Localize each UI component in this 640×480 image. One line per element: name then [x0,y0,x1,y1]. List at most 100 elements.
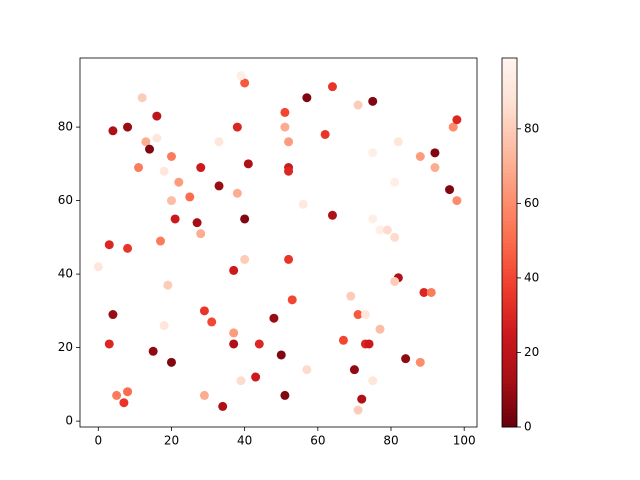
point [236,71,246,81]
colorbar-tick-label: 60 [524,196,539,210]
x-tick-label: 80 [383,434,398,448]
y-tick-label: 60 [58,193,73,207]
colorbar-segment [502,353,517,358]
point [284,166,294,176]
colorbar-segment [502,272,517,277]
colorbar-segment [502,113,517,118]
point [320,129,330,139]
point [240,214,250,224]
colorbar-segment [502,72,517,77]
point [390,276,400,286]
colorbar-segment [502,308,517,314]
point [123,243,133,253]
colorbar-segment [502,401,517,406]
colorbar-segment [502,65,517,70]
point [214,181,224,191]
point [134,163,144,173]
point [390,177,400,187]
point [229,265,239,275]
point [166,151,176,161]
point [108,126,118,136]
point [280,107,290,117]
point [196,163,206,173]
colorbar-segment [502,412,517,417]
colorbar-tick-label: 40 [524,270,539,284]
point [159,321,169,331]
point [368,376,378,386]
colorbar-tick-label: 80 [524,121,539,135]
colorbar-segment [502,257,517,262]
point [155,236,165,246]
point [112,390,122,400]
colorbar-segment [502,235,517,240]
point [251,372,261,382]
colorbar-segment [502,205,517,210]
x-tick-label: 60 [310,434,325,448]
colorbar-segment [502,201,517,207]
colorbar-segment [502,179,517,184]
point [390,232,400,242]
x-tick-label: 20 [164,434,179,448]
colorbar-segment [502,419,517,424]
point [415,151,425,161]
colorbar-segment [502,146,517,151]
point [269,313,279,323]
colorbar-segment [502,360,517,365]
point [236,376,246,386]
colorbar-segment [502,131,517,136]
colorbar-segment [502,294,517,299]
point [104,240,114,250]
colorbar-segment [502,161,517,166]
point [93,262,103,272]
point [298,199,308,209]
point [393,137,403,147]
colorbar-segment [502,165,517,170]
colorbar-segment [502,142,517,148]
y-tick-label: 80 [58,120,73,134]
colorbar-segment [502,379,517,384]
colorbar-segment [502,69,517,74]
point [302,365,312,375]
colorbar-segment [502,264,517,269]
point [401,354,411,364]
point [426,287,436,297]
colorbar-segment [502,102,517,107]
colorbar-segment [502,168,517,173]
point [166,196,176,206]
colorbar-segment [502,364,517,369]
colorbar-segment [502,216,517,221]
colorbar-segment [502,120,517,125]
point [280,390,290,400]
colorbar-segment [502,212,517,218]
plot-frame [79,57,478,428]
point [349,365,359,375]
colorbar-segment [502,349,517,354]
colorbar-segment [502,327,517,332]
point [445,185,455,195]
colorbar-segment [502,323,517,328]
point [232,188,242,198]
point [284,254,294,264]
point [232,122,242,132]
colorbar-segment [502,297,517,303]
colorbar-segment [502,87,517,92]
point [448,122,458,132]
y-tick-label: 20 [58,340,73,354]
colorbar-segment [502,408,517,413]
colorbar-segment [502,227,517,232]
y-tick-label: 0 [65,414,73,428]
colorbar-segment [502,345,517,351]
colorbar-segment [502,319,517,325]
colorbar-segment [502,375,517,380]
point [137,93,147,103]
colorbar-segment [502,415,517,421]
colorbar-segment [502,393,517,398]
colorbar-segment [502,183,517,188]
colorbar-segment [502,249,517,255]
colorbar-segment [502,238,517,243]
colorbar-segment [502,128,517,133]
point [123,387,133,397]
colorbar-segment [502,242,517,247]
point [327,210,337,220]
